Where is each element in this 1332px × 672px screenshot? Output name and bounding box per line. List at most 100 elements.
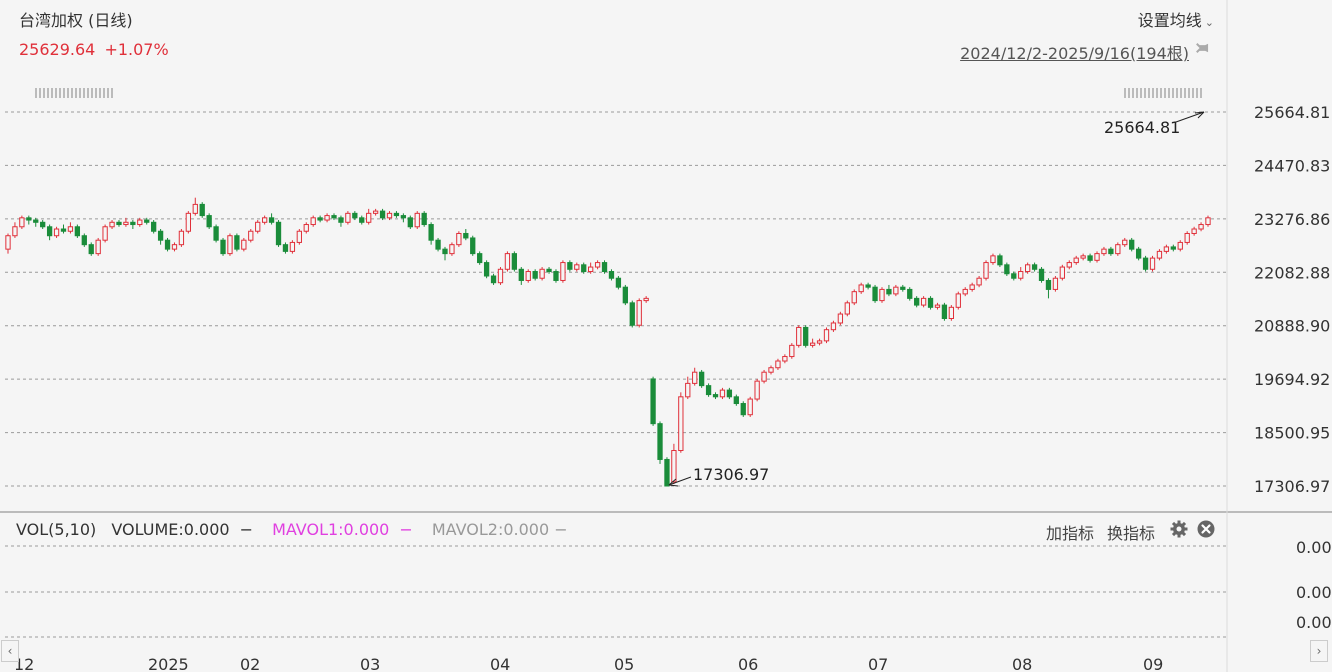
candle (927, 297, 934, 308)
scroll-grip-tick (103, 88, 105, 98)
candle (789, 344, 795, 358)
candle (768, 367, 774, 373)
candle (816, 340, 823, 344)
chevron-left-icon: ‹ (7, 644, 13, 658)
scroll-grip-tick (79, 88, 81, 98)
scroll-grip-tick (67, 88, 69, 98)
candle (698, 371, 705, 387)
candle (657, 423, 663, 460)
candle (5, 235, 11, 250)
candle (941, 304, 948, 320)
candle (733, 396, 739, 405)
gear-icon[interactable] (1170, 520, 1188, 538)
y-tick-label: 20888.90 (1254, 317, 1330, 336)
candle (969, 284, 975, 290)
candle (12, 226, 18, 237)
scroll-grip-tick (71, 88, 73, 98)
candle (421, 212, 427, 226)
scroll-grip-tick (1200, 88, 1202, 98)
x-tick-label: 03 (360, 655, 380, 672)
candle (289, 241, 296, 252)
date-range-link[interactable]: 2024/12/2-2025/9/16(194根) (960, 44, 1189, 63)
scroll-grip-tick (83, 88, 85, 98)
candles (5, 197, 1211, 487)
candle (1066, 262, 1072, 268)
x-tick-label: 07 (868, 655, 888, 672)
candle (775, 360, 781, 369)
ma-setting-button[interactable]: 设置均线 ⌄ (1138, 7, 1214, 31)
scroll-handle-right[interactable] (1124, 83, 1208, 98)
chevron-down-icon: ⌄ (1204, 16, 1214, 29)
candle (1191, 228, 1197, 234)
candle (123, 221, 129, 226)
add-indicator-button[interactable]: 加指标 (1046, 524, 1095, 543)
scroll-grip-tick (1124, 88, 1126, 98)
candle (643, 297, 649, 302)
candle (726, 389, 733, 398)
candle (900, 286, 906, 290)
candle (608, 271, 615, 279)
candle (629, 302, 635, 326)
scroll-left-button[interactable]: ‹ (1, 640, 19, 662)
scroll-grip-tick (1180, 88, 1182, 98)
candle (379, 210, 386, 219)
candle (879, 288, 885, 302)
candle (60, 228, 67, 232)
y-tick-label: 23276.86 (1254, 210, 1330, 229)
price-change: +1.07% (104, 40, 169, 59)
ma-setting-label: 设置均线 (1137, 11, 1202, 30)
candle (275, 221, 282, 246)
scroll-grip-tick (91, 88, 93, 98)
candle (261, 217, 268, 223)
candle (907, 288, 913, 299)
candle (199, 203, 205, 217)
candle (220, 239, 226, 255)
candle (366, 212, 372, 223)
vol-axis-label: 0.00 (1296, 538, 1332, 557)
scroll-grip-tick (1176, 88, 1178, 98)
candle (671, 450, 677, 483)
scroll-grip-tick (107, 88, 109, 98)
y-axis: 25664.81 24470.83 23276.86 22082.88 20888.90… (1254, 103, 1330, 496)
candle (331, 215, 337, 219)
candle (719, 389, 726, 398)
scroll-grip-tick (1156, 88, 1158, 98)
scroll-grip-tick (59, 88, 61, 98)
candle (1198, 224, 1204, 230)
candle (588, 266, 594, 273)
candle (844, 302, 850, 315)
candle (803, 326, 809, 346)
vol-axis-label: 0.00 (1296, 583, 1332, 602)
candle (934, 304, 941, 308)
x-tick-label: 04 (490, 655, 510, 672)
candle (1163, 246, 1170, 252)
pin-icon[interactable] (1191, 38, 1211, 58)
candle (178, 230, 185, 246)
scroll-grip-tick (1140, 88, 1142, 98)
candle (456, 232, 462, 246)
candle (997, 255, 1003, 266)
vol-ma2: MAVOL2:0.000 (431, 520, 550, 539)
scroll-grip-tick (1188, 88, 1190, 98)
candle (46, 226, 53, 237)
switch-indicator-button[interactable]: 换指标 (1107, 524, 1156, 543)
scroll-grip-tick (1144, 88, 1146, 98)
candle (678, 396, 684, 452)
candle (1129, 239, 1135, 250)
candle (1115, 244, 1121, 255)
candle (428, 224, 434, 241)
scroll-grip-tick (1196, 88, 1198, 98)
scroll-handle-left[interactable] (35, 83, 119, 98)
candle (1087, 255, 1093, 261)
min-arrow (668, 476, 692, 486)
candle (747, 398, 753, 416)
candle (886, 288, 892, 295)
candle (1156, 250, 1163, 259)
close-icon[interactable] (1197, 520, 1215, 538)
candle (206, 215, 212, 228)
scroll-right-button[interactable]: › (1310, 640, 1328, 662)
candle (1149, 257, 1156, 270)
candle (386, 212, 393, 219)
candle (712, 394, 719, 398)
